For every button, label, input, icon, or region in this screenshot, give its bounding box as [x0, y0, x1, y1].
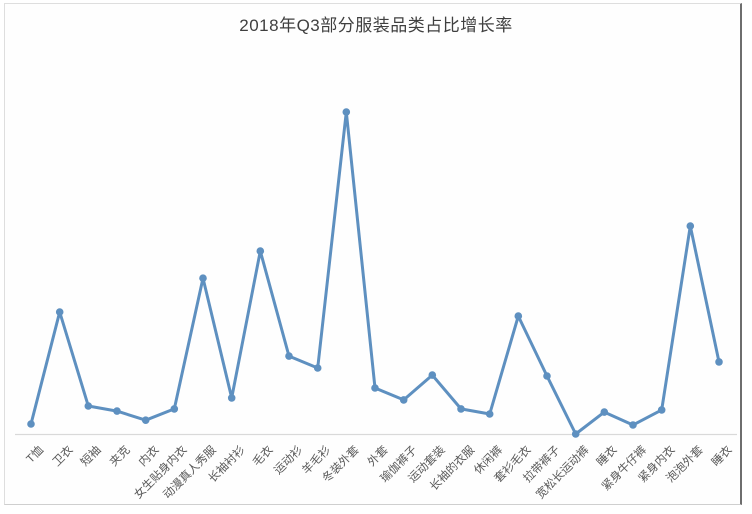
chart-title: 2018年Q3部分服装品类占比增长率 [239, 16, 513, 35]
data-point [571, 430, 580, 438]
data-point [485, 410, 494, 418]
data-point [256, 247, 265, 255]
data-point [313, 364, 322, 372]
data-point [457, 405, 465, 413]
data-point [84, 402, 93, 410]
data-point [342, 108, 351, 116]
data-point [514, 312, 523, 320]
data-point [113, 407, 121, 415]
data-point [141, 416, 150, 425]
data-point [543, 372, 551, 380]
data-point [199, 274, 207, 283]
data-point [371, 384, 379, 392]
data-point [27, 420, 35, 428]
data-point [227, 394, 236, 402]
data-point [55, 308, 64, 316]
data-point [600, 408, 609, 416]
data-point [657, 406, 666, 414]
data-point [428, 371, 437, 379]
data-point [285, 352, 293, 360]
chart-image-frame [4, 3, 742, 505]
data-point [170, 405, 179, 413]
data-point [629, 421, 637, 429]
data-point [715, 358, 723, 366]
data-point [686, 222, 695, 230]
data-point [399, 396, 408, 404]
